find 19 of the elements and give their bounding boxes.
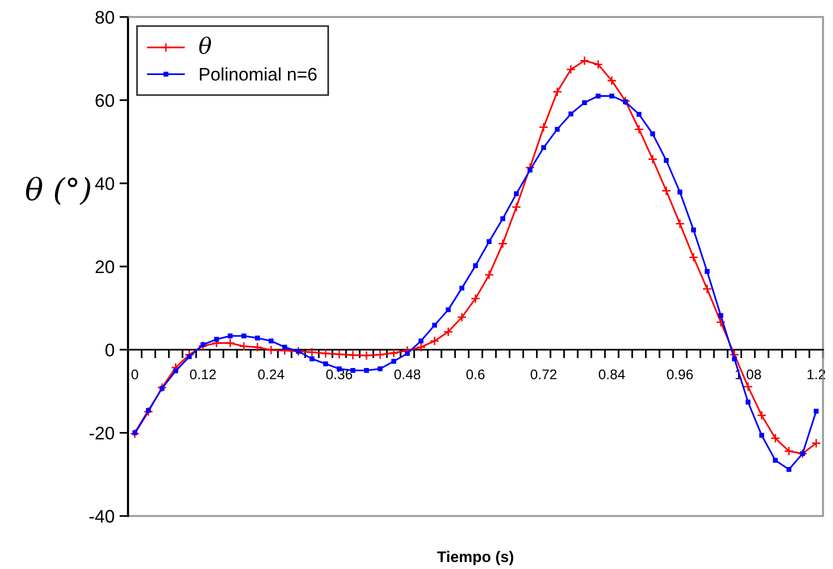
x-tick-label: 0.12 bbox=[190, 369, 216, 380]
y-tick-label: -40 bbox=[90, 510, 114, 523]
x-tick-label: 0.96 bbox=[666, 369, 693, 380]
x-tick-label: 0.48 bbox=[394, 369, 420, 380]
legend-label: θ bbox=[199, 36, 211, 54]
y-tick-label: 60 bbox=[96, 94, 114, 107]
y-tick-label: 80 bbox=[96, 10, 114, 24]
y-tick-label: 20 bbox=[96, 260, 114, 274]
x-tick-label: 0.84 bbox=[598, 369, 625, 380]
x-tick-label: 0.24 bbox=[258, 369, 284, 380]
y-tick-label: 0 bbox=[105, 344, 114, 356]
x-tick-label: 0.6 bbox=[466, 369, 485, 380]
x-tick-label: 0 bbox=[131, 369, 138, 380]
y-axis-title: θ (°) bbox=[26, 176, 90, 206]
x-axis-title: Tiempo (s) bbox=[437, 550, 514, 566]
legend-label: Polinomial n=6 bbox=[200, 67, 317, 81]
y-tick-label: 40 bbox=[95, 177, 114, 190]
x-tick-label: 0.72 bbox=[530, 369, 556, 380]
y-tick-label: -20 bbox=[90, 426, 114, 440]
